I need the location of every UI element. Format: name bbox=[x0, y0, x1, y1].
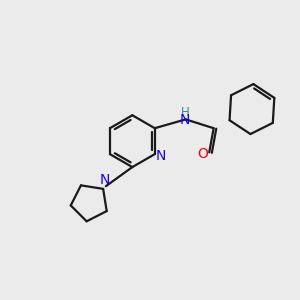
Text: O: O bbox=[197, 147, 208, 161]
Text: N: N bbox=[99, 173, 110, 187]
Text: H: H bbox=[181, 106, 190, 119]
Text: N: N bbox=[180, 113, 190, 127]
Text: N: N bbox=[156, 148, 166, 163]
